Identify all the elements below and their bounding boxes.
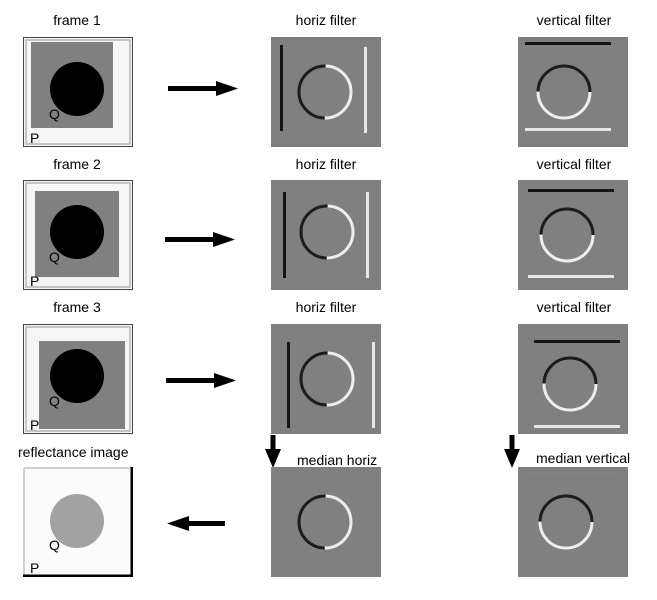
frame-3-vertical-filter-label: vertical filter [536, 299, 612, 315]
frame-2-right-arrow [165, 232, 235, 247]
median-vertical-down-arrow [504, 435, 520, 468]
frame-2-label: frame 2 [53, 156, 101, 172]
frame-2-disk [50, 205, 104, 259]
frame-2-p-label: P [30, 273, 39, 289]
frame-1-q-label: Q [49, 106, 60, 122]
median-horiz-label: median horiz [297, 452, 378, 468]
frame-2-image: Q P [23, 180, 133, 290]
median-horiz-down-arrow [265, 435, 281, 468]
frame-2-horiz-filter-label: horiz filter [295, 156, 357, 172]
frame-2-q-label: Q [49, 249, 60, 265]
frame-2-horiz-filter-image [271, 180, 381, 290]
median-vertical-image [518, 467, 628, 577]
frame-1-image: Q P [23, 37, 133, 147]
frame-3-image: Q P [23, 324, 133, 434]
median-horiz-image [271, 467, 381, 577]
right-edge-light [364, 47, 367, 133]
frame-3-right-arrow [166, 373, 236, 388]
reflectance-image-label: reflectance image [18, 444, 129, 460]
frame-1-horiz-filter-image [271, 37, 381, 147]
frame-1-p-label: P [30, 130, 39, 146]
reflectance-p-label: P [30, 560, 39, 576]
frame-3-label: frame 3 [53, 299, 101, 315]
frame-3-p-label: P [30, 417, 39, 433]
frame-3-horiz-filter-label: horiz filter [295, 299, 357, 315]
frame-1-horiz-filter-label: horiz filter [295, 12, 357, 28]
frame-1-vertical-filter-label: vertical filter [536, 12, 612, 28]
frame-3-q-label: Q [49, 393, 60, 409]
reflectance-disk [50, 494, 104, 548]
frame-3-disk [50, 349, 104, 403]
reflectance-image: Q P [23, 467, 133, 577]
frame-1-disk [50, 62, 104, 116]
median-vertical-label: median vertical [536, 450, 631, 466]
frame-2-vertical-filter-image [518, 180, 628, 290]
frame-1-right-arrow [168, 81, 238, 96]
left-edge-dark [280, 45, 283, 131]
reflectance-q-label: Q [49, 537, 60, 553]
left-arrow-to-reflectance [167, 516, 225, 531]
frame-1-vertical-filter-image [518, 37, 628, 147]
frame-2-vertical-filter-label: vertical filter [536, 156, 612, 172]
frame-3-horiz-filter-image [271, 324, 381, 434]
frame-3-vertical-filter-image [518, 324, 628, 434]
frame-1-label: frame 1 [53, 12, 101, 28]
